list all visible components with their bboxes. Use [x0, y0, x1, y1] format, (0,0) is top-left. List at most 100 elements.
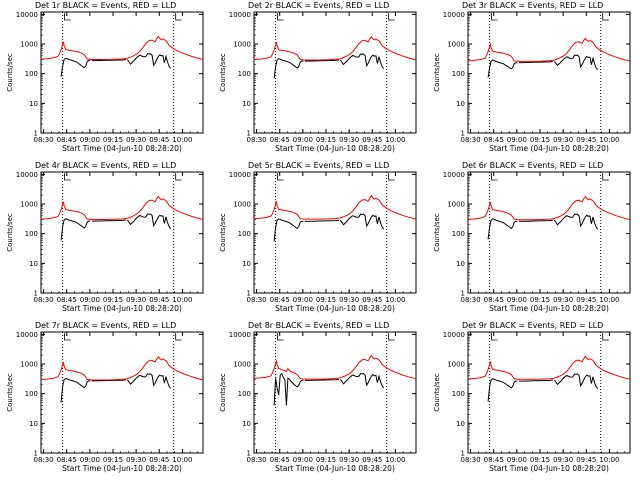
x-tick-label: 09:45 [363, 136, 383, 144]
y-tick-label: 100 [25, 230, 38, 238]
events-series-line [126, 213, 150, 226]
y-tick-label: 10000 [16, 11, 38, 19]
y-axis-label: Counts/sec [219, 53, 227, 92]
x-tick-label: 09:30 [553, 296, 573, 304]
events-series-line [340, 53, 363, 66]
x-tick-label: 09:00 [293, 456, 313, 464]
x-tick-label: 09:30 [339, 136, 359, 144]
chart-svg: Det 4r BLACK = Events, RED = LLD 1 10 100 10… [6, 161, 204, 313]
x-tick-label: 08:30 [460, 136, 480, 144]
lld-series-line [254, 354, 417, 380]
y-tick-label: 10000 [229, 11, 251, 19]
events-series-line [126, 53, 150, 65]
y-tick-label: 10 [29, 420, 38, 428]
chart-title: Det 1r BLACK = Events, RED = LLD [35, 1, 176, 10]
x-tick-label: 09:00 [80, 456, 100, 464]
marker-flag [64, 13, 71, 21]
x-tick-label: 10:00 [599, 136, 619, 144]
x-tick-label: 09:00 [293, 136, 313, 144]
x-tick-label: 09:15 [316, 136, 336, 144]
x-tick-label: 08:30 [460, 456, 480, 464]
marker-flag [388, 173, 396, 181]
x-tick-label: 09:00 [293, 296, 313, 304]
x-tick-label: 09:30 [126, 296, 146, 304]
y-tick-label: 10000 [229, 331, 251, 339]
y-tick-label: 1000 [20, 201, 38, 209]
x-tick-label: 09:45 [149, 456, 169, 464]
marker-flag [277, 173, 284, 181]
y-tick-label: 1 [460, 449, 464, 457]
y-tick-label: 10000 [442, 331, 464, 339]
chart-title: Det 2r BLACK = Events, RED = LLD [248, 1, 389, 10]
y-tick-label: 1 [460, 289, 464, 297]
x-tick-label: 08:30 [34, 296, 54, 304]
x-tick-label: 09:30 [126, 456, 146, 464]
plot-frame [467, 171, 631, 294]
y-tick-label: 1 [247, 129, 251, 137]
events-series-line [553, 213, 576, 226]
y-tick-label: 100 [451, 70, 464, 78]
events-series-line [305, 219, 340, 222]
chart-panel-1: Det 1r BLACK = Events, RED = LLD 1 10 100 10… [0, 0, 213, 160]
events-series-line [60, 218, 91, 241]
chart-svg: Det 6r BLACK = Events, RED = LLD 1 10 100 10… [433, 161, 631, 313]
events-series-line [487, 378, 518, 402]
x-axis-label: Start Time (04-Jun-10 08:28:20) [489, 304, 609, 313]
x-tick-label: 08:45 [57, 456, 77, 464]
y-tick-label: 100 [238, 390, 251, 398]
events-series-line [340, 373, 363, 385]
y-axis-label: Counts/sec [6, 213, 14, 252]
marker-flag [175, 333, 182, 341]
chart-panel-4: Det 4r BLACK = Events, RED = LLD 1 10 100 10… [0, 160, 213, 320]
events-series-line [553, 373, 576, 386]
y-tick-label: 1 [460, 129, 464, 137]
x-tick-label: 08:30 [247, 456, 267, 464]
y-tick-label: 1 [247, 449, 251, 457]
x-tick-label: 09:30 [339, 456, 359, 464]
plot-frame [253, 171, 417, 294]
x-tick-label: 10:00 [172, 296, 192, 304]
events-series-line [60, 57, 91, 77]
chart-title: Det 8r BLACK = Events, RED = LLD [248, 321, 389, 330]
chart-panel-5: Det 5r BLACK = Events, RED = LLD 1 10 100 10… [213, 160, 426, 320]
chart-panel-2: Det 2r BLACK = Events, RED = LLD 1 10 100 10… [213, 0, 426, 160]
lld-series-line [40, 35, 204, 61]
y-tick-label: 100 [238, 230, 251, 238]
events-series-line [575, 213, 598, 230]
x-tick-label: 08:30 [34, 456, 54, 464]
x-tick-label: 09:45 [363, 456, 383, 464]
x-tick-label: 09:15 [316, 296, 336, 304]
chart-title: Det 5r BLACK = Events, RED = LLD [248, 161, 389, 170]
x-tick-label: 08:45 [483, 136, 503, 144]
x-tick-label: 09:00 [506, 296, 526, 304]
events-series-line [91, 59, 126, 62]
x-axis-label: Start Time (04-Jun-10 08:28:20) [489, 144, 609, 153]
x-tick-label: 09:15 [103, 456, 123, 464]
events-series-line [305, 59, 340, 62]
x-axis-label: Start Time (04-Jun-10 08:28:20) [489, 464, 609, 473]
y-tick-label: 1 [34, 129, 38, 137]
events-series-line [487, 59, 518, 78]
y-tick-label: 1000 [234, 201, 252, 209]
plot-frame [40, 171, 204, 294]
y-axis-label: Counts/sec [6, 53, 14, 92]
x-tick-label: 08:45 [270, 136, 290, 144]
x-tick-label: 08:30 [460, 296, 480, 304]
x-tick-label: 10:00 [386, 136, 406, 144]
y-tick-label: 100 [238, 70, 251, 78]
events-series-line [148, 373, 172, 389]
x-axis-label: Start Time (04-Jun-10 08:28:20) [275, 144, 395, 153]
chart-panel-8: Det 8r BLACK = Events, RED = LLD 1 10 100 10… [213, 320, 426, 480]
marker-flag [601, 173, 609, 181]
y-tick-label: 10 [456, 260, 465, 268]
y-axis-label: Counts/sec [219, 373, 227, 412]
x-tick-label: 09:15 [530, 456, 550, 464]
chart-title: Det 9r BLACK = Events, RED = LLD [462, 321, 603, 330]
y-tick-label: 10 [242, 100, 251, 108]
events-series-line [91, 219, 126, 222]
events-series-line [91, 379, 126, 382]
plot-frame [467, 331, 631, 454]
marker-flag [490, 173, 498, 181]
x-tick-label: 09:30 [553, 456, 573, 464]
